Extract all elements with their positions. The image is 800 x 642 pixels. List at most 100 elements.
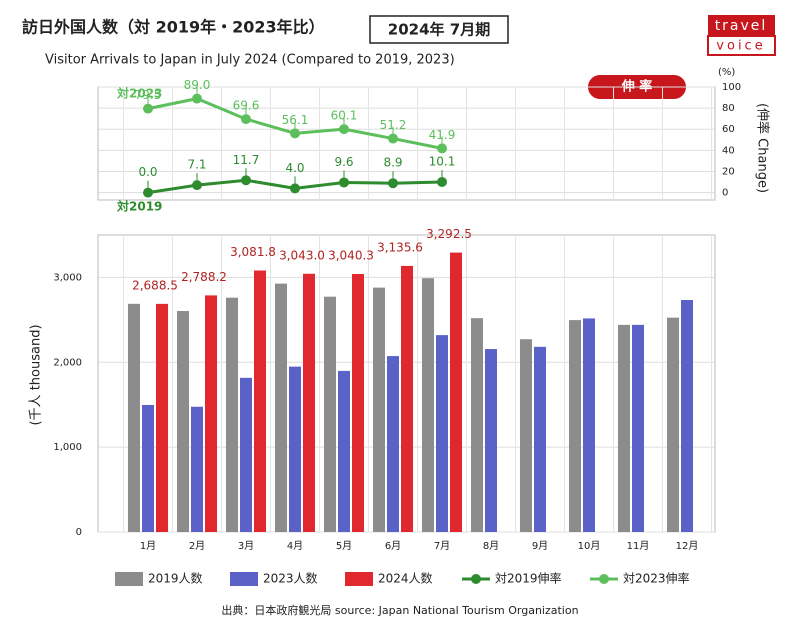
bar	[240, 377, 252, 532]
legend-label: 対2023伸率	[623, 571, 690, 586]
y-tick-label: 0	[722, 188, 728, 199]
value-label: 3,043.0	[279, 248, 325, 262]
bar	[436, 335, 448, 532]
value-label: 0.0	[138, 165, 157, 179]
point	[388, 178, 398, 189]
bar	[156, 303, 168, 532]
bar	[618, 324, 630, 532]
bar	[667, 317, 679, 532]
bar	[191, 406, 203, 532]
y-tick-label: 3,000	[53, 272, 82, 283]
value-label: 10.1	[429, 154, 456, 168]
y-tick-label: 100	[722, 82, 741, 93]
point	[143, 187, 153, 198]
y-tick-label: 40	[722, 145, 735, 156]
bar	[401, 265, 413, 532]
legend-label: 2024人数	[378, 571, 433, 586]
y-label: (伸率 Change)	[755, 103, 771, 193]
legend-label: 対2019伸率	[495, 571, 562, 586]
logo-box	[708, 15, 775, 36]
y-tick-label: 80	[722, 103, 735, 114]
y-tick-label: 60	[722, 124, 735, 135]
bar	[128, 303, 140, 532]
point	[437, 143, 447, 154]
bar	[142, 404, 154, 532]
x-tick-label: 1月	[140, 540, 156, 552]
point	[437, 176, 447, 187]
bar	[681, 300, 693, 532]
point	[192, 180, 202, 191]
period-box	[369, 15, 509, 44]
bar	[254, 270, 266, 532]
x-tick-label: 4月	[287, 540, 303, 552]
x-tick-label: 5月	[336, 540, 352, 552]
bar	[205, 295, 217, 532]
legend-swatch	[599, 574, 609, 584]
legend-swatch	[345, 572, 373, 586]
period: 2024年 7月期	[388, 21, 490, 39]
value-label: 9.6	[334, 155, 353, 169]
bar	[471, 318, 483, 532]
y-tick-label: 2,000	[53, 357, 82, 368]
x-tick-label: 12月	[676, 540, 699, 552]
value-label: 41.9	[429, 128, 456, 142]
bar	[324, 296, 336, 532]
value-label: 60.1	[331, 109, 358, 123]
value-label: 3,040.3	[328, 249, 374, 263]
value-label: 3,292.5	[426, 227, 472, 241]
bar	[289, 366, 301, 532]
point	[339, 177, 349, 188]
legend-label: 2019人数	[148, 571, 203, 586]
y-label: (千人 thousand)	[29, 324, 44, 425]
bar	[226, 297, 238, 532]
bar	[583, 318, 595, 532]
x-tick-label: 10月	[578, 540, 601, 552]
value-label: 89.0	[184, 78, 211, 92]
x-tick-label: 7月	[434, 540, 450, 552]
bar	[303, 273, 315, 532]
x-tick-label: 2月	[189, 540, 205, 552]
value-label: 7.1	[187, 158, 206, 172]
bar	[387, 356, 399, 532]
x-tick-label: 9月	[532, 540, 548, 552]
annotation: 対2023	[116, 86, 162, 101]
point	[388, 133, 398, 144]
x-tick-label: 3月	[238, 540, 254, 552]
x-tick-label: 11月	[627, 540, 650, 552]
bar	[569, 320, 581, 532]
x-tick-label: 6月	[385, 540, 401, 552]
y-tick-label: 0	[76, 527, 82, 538]
bar	[352, 274, 364, 532]
logo-box	[707, 35, 776, 56]
point	[192, 93, 202, 104]
x-tick-label: 8月	[483, 540, 499, 552]
y-tick-label: 1,000	[53, 442, 82, 453]
bar	[632, 324, 644, 532]
logo-text: travel	[715, 18, 768, 34]
legend-label: 2023人数	[263, 571, 318, 586]
bar	[275, 283, 287, 532]
y-tick-label: 20	[722, 166, 735, 177]
source: 出典：日本政府観光局 source: Japan National Touris…	[221, 603, 578, 617]
legend-swatch	[115, 572, 143, 586]
value-label: 2,688.5	[132, 278, 178, 292]
value-label: 51.2	[380, 118, 407, 132]
value-label: 2,788.2	[181, 270, 227, 284]
annotation: 対2019	[116, 199, 162, 214]
bar	[338, 370, 350, 532]
legend-swatch	[230, 572, 258, 586]
value-label: 79.5	[135, 88, 162, 102]
logo-text: voice	[716, 39, 765, 54]
subtitle: Visitor Arrivals to Japan in July 2024 (…	[45, 53, 455, 68]
point	[143, 103, 153, 114]
bar	[450, 252, 462, 533]
bar	[177, 311, 189, 532]
point	[339, 124, 349, 135]
bar	[485, 349, 497, 532]
point	[241, 114, 251, 125]
bar	[373, 287, 385, 532]
point	[290, 128, 300, 139]
value-label: 11.7	[233, 153, 260, 167]
unit: (%)	[718, 67, 735, 78]
value-label: 3,135.6	[377, 240, 423, 254]
